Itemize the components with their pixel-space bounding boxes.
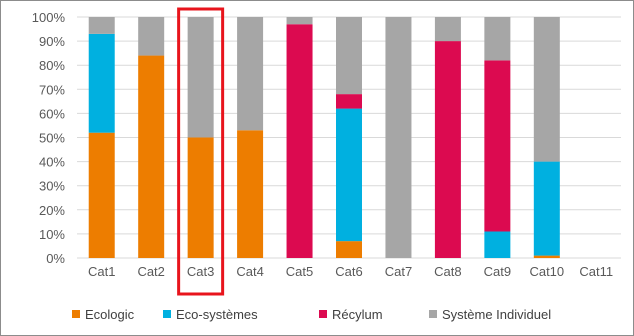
bar-segment	[336, 108, 362, 242]
x-tick-label: Cat2	[137, 264, 164, 279]
bar-segment	[187, 137, 214, 258]
bar-segment	[533, 17, 560, 162]
bar-segment	[385, 17, 412, 258]
legend-label: Eco-systèmes	[176, 307, 258, 322]
legend-label: Ecologic	[85, 307, 135, 322]
bar-segment	[336, 94, 362, 109]
y-tick-label: 60%	[39, 106, 65, 121]
legend-swatch	[319, 310, 327, 318]
x-tick-label: Cat8	[434, 264, 461, 279]
legend-label: Système Individuel	[442, 307, 551, 322]
bar-segment	[434, 41, 461, 258]
x-tick-label: Cat4	[236, 264, 263, 279]
bar-segment	[237, 130, 264, 258]
y-tick-label: 90%	[39, 34, 65, 49]
bar-segment	[533, 161, 560, 256]
y-tick-label: 40%	[39, 155, 65, 170]
y-tick-label: 80%	[39, 58, 65, 73]
y-tick-label: 0%	[46, 251, 65, 266]
legend-swatch	[163, 310, 171, 318]
bar-segment	[88, 33, 115, 133]
bar-segment	[286, 17, 313, 25]
x-tick-label: Cat11	[579, 264, 613, 279]
y-tick-label: 10%	[39, 227, 65, 242]
bar-segment	[286, 24, 313, 259]
bar-segment	[187, 17, 214, 138]
x-tick-label: Cat3	[187, 264, 214, 279]
x-tick-label: Cat6	[335, 264, 362, 279]
highlight-box	[177, 7, 225, 296]
bar-segment	[484, 17, 511, 61]
y-tick-label: 70%	[39, 82, 65, 97]
bar-segment	[336, 17, 362, 95]
legend-swatch	[72, 310, 80, 318]
y-tick-label: 30%	[39, 179, 65, 194]
x-tick-label: Cat9	[484, 264, 511, 279]
bar-segment	[237, 17, 264, 131]
bar-segment	[484, 60, 511, 232]
y-tick-label: 100%	[32, 10, 66, 25]
x-tick-label: Cat10	[529, 264, 564, 279]
bar-segment	[88, 17, 115, 34]
bar-segment	[484, 231, 511, 258]
x-tick-label: Cat7	[385, 264, 412, 279]
x-tick-label: Cat1	[88, 264, 115, 279]
bar-segment	[138, 55, 165, 259]
legend-label: Récylum	[332, 307, 383, 322]
y-tick-label: 20%	[39, 203, 65, 218]
bar-segment	[138, 17, 165, 56]
bar-segment	[336, 241, 362, 258]
bar-segment	[434, 17, 461, 42]
bar-segment	[88, 132, 115, 258]
legend-swatch	[429, 310, 437, 318]
x-tick-label: Cat5	[286, 264, 313, 279]
y-tick-label: 50%	[39, 131, 65, 146]
bar-segment	[533, 255, 560, 258]
